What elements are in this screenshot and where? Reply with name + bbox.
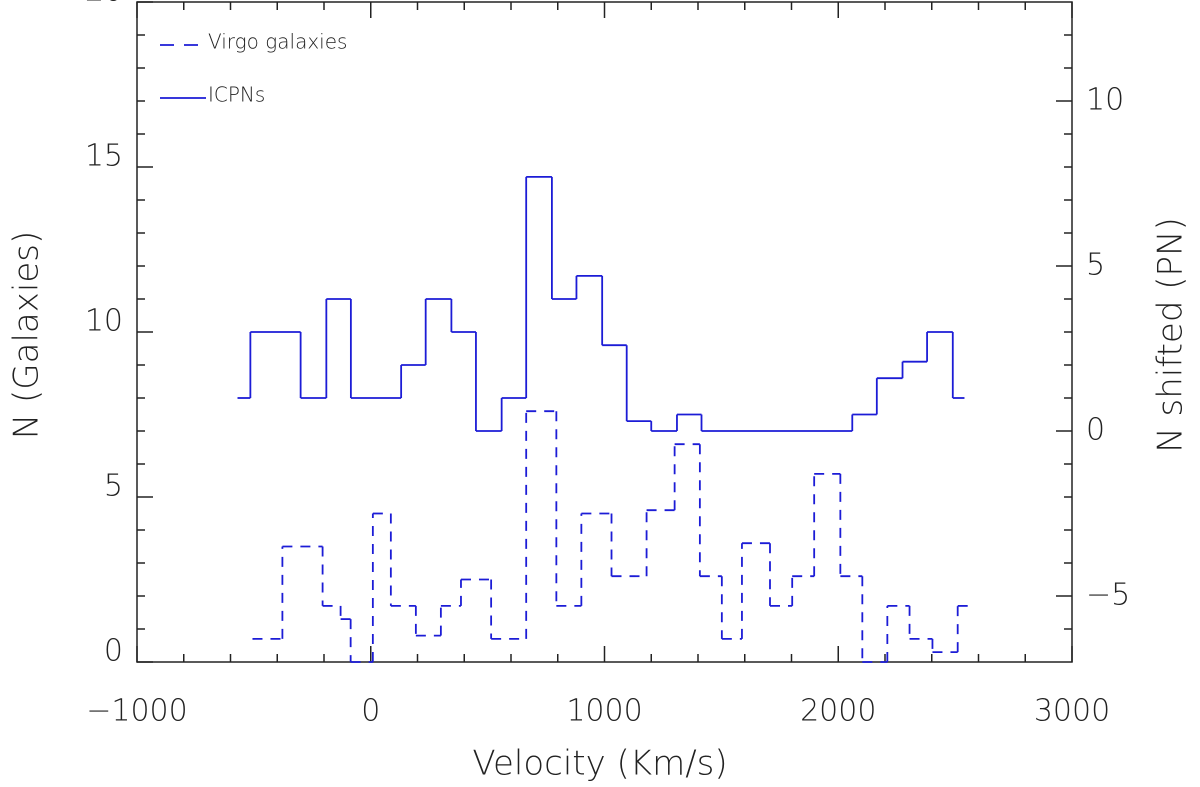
x-tick-label: −1000 [86,694,187,729]
y2-tick-label: −5 [1086,578,1130,613]
y-tick-label: 15 [85,139,123,174]
y2-tick-label: 0 [1086,413,1105,448]
x-tick-label: 2000 [800,694,876,729]
y2-tick-label: 5 [1086,248,1105,283]
legend-label: Virgo galaxies [208,30,347,54]
legend-label: ICPNs [208,83,265,107]
y-tick-label: 10 [85,304,123,339]
x-tick-label: 1000 [566,694,642,729]
y-axis-label: N (Galaxies) [7,231,47,439]
y-tick-label: 20 [85,0,123,9]
y-tick-label: 5 [104,469,123,504]
x-tick-label: 0 [361,694,380,729]
y2-tick-label: 10 [1086,83,1124,118]
y-tick-label: 0 [104,634,123,669]
x-tick-label: 3000 [1034,694,1110,729]
x-axis-label: Velocity (Km/s) [472,744,727,784]
y2-axis-label: N shifted (PN) [1151,217,1191,452]
